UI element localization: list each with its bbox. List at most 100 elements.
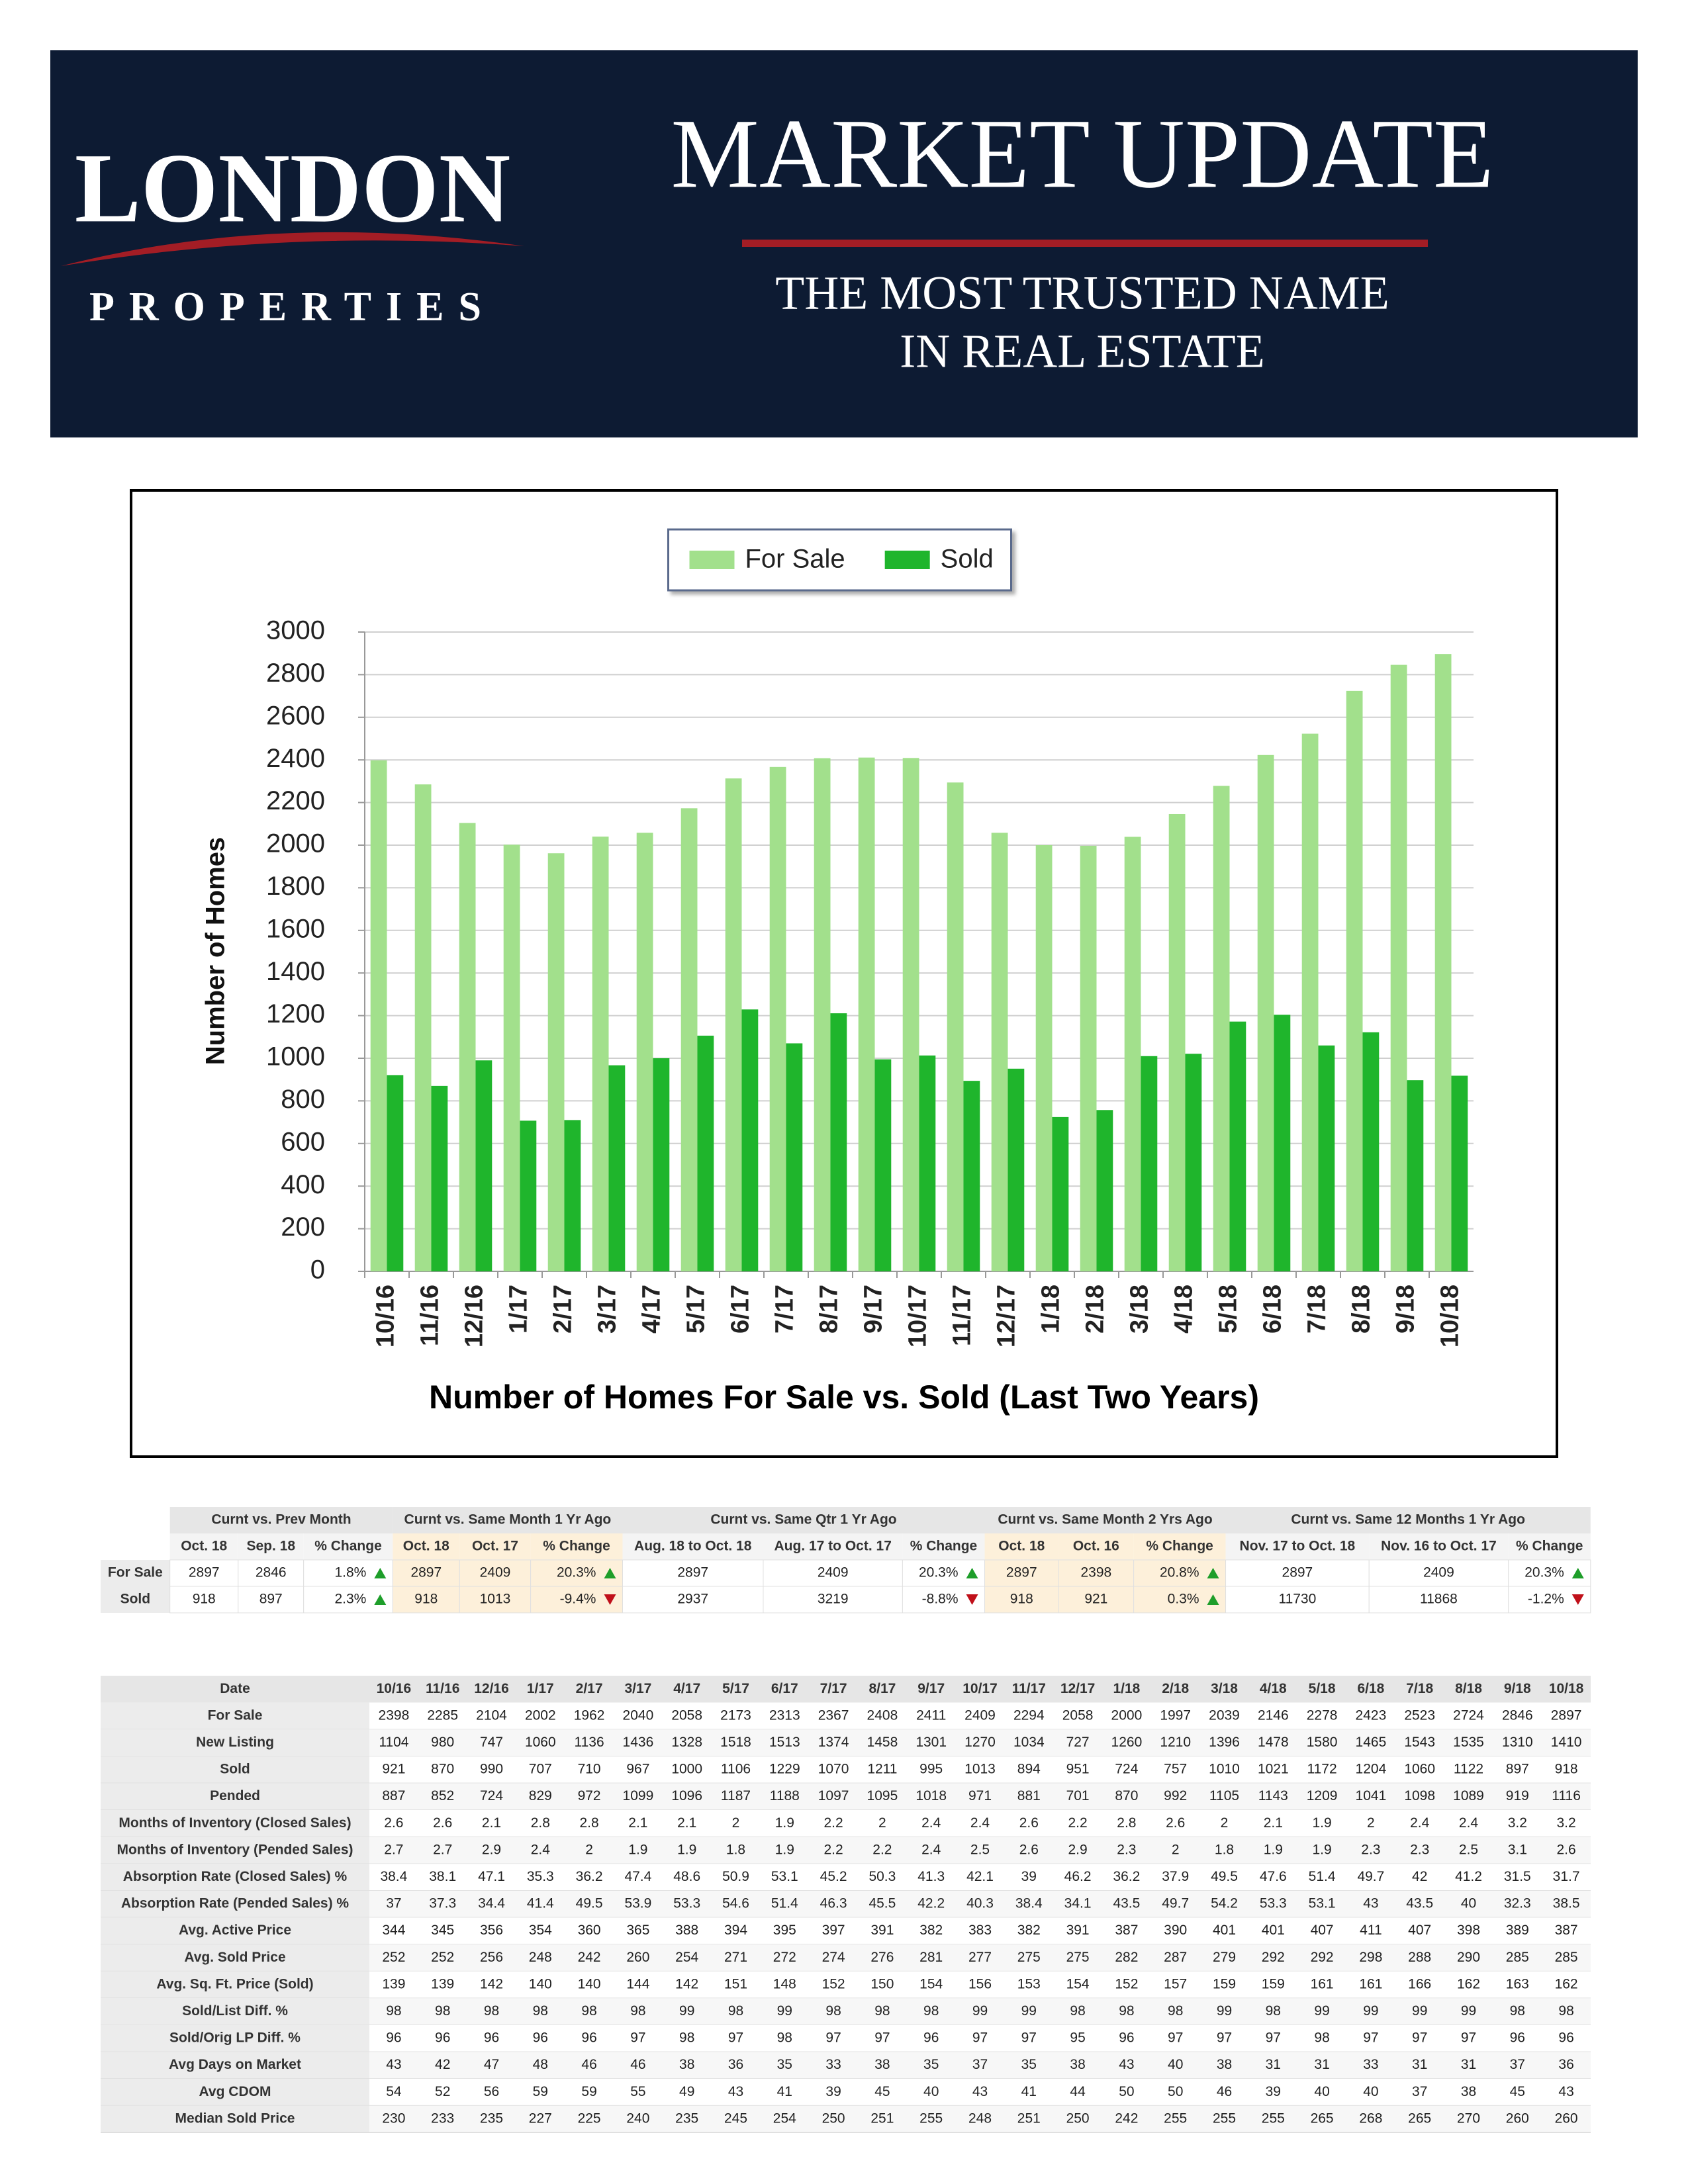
cell: 921 [1084, 1592, 1107, 1607]
cell: 53.3 [673, 1896, 700, 1911]
cell: 1098 [1404, 1788, 1435, 1803]
cell: 98 [1314, 2030, 1329, 2046]
cell: 99 [1217, 2003, 1232, 2019]
cell: 2.4 [921, 1842, 941, 1857]
cell: 271 [724, 1950, 747, 1965]
cell: 2173 [720, 1707, 751, 1723]
bar [1274, 1015, 1291, 1271]
column-header: 7/18 [1406, 1681, 1433, 1696]
row-label: Pended [210, 1788, 260, 1803]
y-tick-label: 2800 [266, 659, 325, 688]
bar [1390, 664, 1407, 1271]
cell: 2.1 [628, 1815, 647, 1831]
cell: 918 [193, 1592, 216, 1607]
cell: 99 [1021, 2003, 1037, 2019]
cell: 2409 [818, 1565, 849, 1580]
cell: 48.6 [673, 1869, 700, 1884]
row-label-bg [101, 1729, 369, 1756]
bar [874, 1059, 892, 1271]
cell: 98 [679, 2030, 694, 2046]
cell: 389 [1506, 1923, 1529, 1938]
bar [1318, 1045, 1335, 1271]
x-tick-label: 3/18 [1126, 1285, 1154, 1334]
x-tick-label: 7/17 [771, 1285, 799, 1334]
cell: 2897 [677, 1565, 708, 1580]
column-header: % Change [543, 1539, 610, 1554]
cell: 897 [259, 1592, 283, 1607]
bar [1434, 654, 1452, 1271]
cell: 159 [1262, 1976, 1285, 1991]
legend-swatch [689, 551, 735, 569]
group-header-bg [1225, 1507, 1591, 1533]
cell: 59 [533, 2084, 548, 2099]
cell: 1.9 [775, 1815, 794, 1831]
cell: 1410 [1551, 1735, 1582, 1750]
bar [725, 778, 742, 1271]
cell: 142 [480, 1976, 503, 1991]
cell: 36.2 [1113, 1869, 1140, 1884]
cell: 11730 [1278, 1592, 1316, 1607]
cell: 162 [1457, 1976, 1480, 1991]
cell: 1018 [915, 1788, 947, 1803]
cell: 37 [972, 2057, 988, 2072]
cell: 1260 [1111, 1735, 1143, 1750]
cell: 921 [382, 1762, 405, 1777]
cell: 2.3% [334, 1592, 366, 1607]
cell: 49.5 [1211, 1869, 1238, 1884]
x-tick-label: 10/17 [904, 1285, 932, 1347]
cell: 98 [777, 2030, 792, 2046]
cell: 252 [382, 1950, 405, 1965]
cell: 31 [1314, 2057, 1329, 2072]
cell: 1000 [671, 1762, 702, 1777]
cell: 151 [724, 1976, 747, 1991]
cell: 31.5 [1504, 1869, 1531, 1884]
cell: 98 [1119, 2003, 1134, 2019]
cell: 275 [1017, 1950, 1041, 1965]
cell: 96 [435, 2030, 450, 2046]
cell: 42.1 [966, 1869, 994, 1884]
column-header-bg [169, 1533, 238, 1560]
cell: 2.8 [1117, 1815, 1136, 1831]
cell: 3.2 [1556, 1815, 1575, 1831]
column-header: 10/17 [962, 1681, 998, 1696]
cell: 344 [382, 1923, 405, 1938]
column-header: 4/18 [1260, 1681, 1287, 1696]
header-bg [101, 1676, 1591, 1703]
arrow-up [1207, 1568, 1219, 1578]
y-tick-label: 2200 [266, 786, 325, 815]
cell: 98 [533, 2003, 548, 2019]
cell: 365 [626, 1923, 649, 1938]
cell: 870 [431, 1762, 454, 1777]
cell: 1436 [623, 1735, 654, 1750]
cell: 2058 [671, 1707, 702, 1723]
cell: 1513 [769, 1735, 800, 1750]
cell-bg [1058, 1586, 1135, 1614]
cell: 2.4 [921, 1815, 941, 1831]
cell: 47.4 [624, 1869, 651, 1884]
cell: 41.2 [1455, 1869, 1482, 1884]
cell: 292 [1311, 1950, 1334, 1965]
x-tick-label: 11/17 [949, 1285, 976, 1346]
column-header-bg [1508, 1533, 1591, 1560]
cell: 270 [1457, 2111, 1480, 2126]
cell: 50 [1119, 2084, 1134, 2099]
column-header: 8/17 [868, 1681, 896, 1696]
x-tick-label: 7/18 [1303, 1285, 1331, 1334]
cell: 2.6 [1019, 1815, 1039, 1831]
cell: 54.2 [1211, 1896, 1238, 1911]
cell: 43.5 [1113, 1896, 1140, 1911]
bar [370, 760, 387, 1271]
cell: 747 [480, 1735, 503, 1750]
row-label-bg [101, 1944, 369, 1972]
cell: 727 [1066, 1735, 1090, 1750]
cell: 97 [1217, 2030, 1232, 2046]
comparison-table: Curnt vs. Prev Month Oct. 18 Sep. 18 % Chan… [101, 1507, 1591, 1614]
cell: 31.7 [1553, 1869, 1580, 1884]
bar [475, 1060, 492, 1271]
cell: 260 [1555, 2111, 1578, 2126]
cell: 255 [1164, 2111, 1187, 2126]
row-label-bg [101, 2025, 369, 2052]
cell: 98 [1070, 2003, 1085, 2019]
